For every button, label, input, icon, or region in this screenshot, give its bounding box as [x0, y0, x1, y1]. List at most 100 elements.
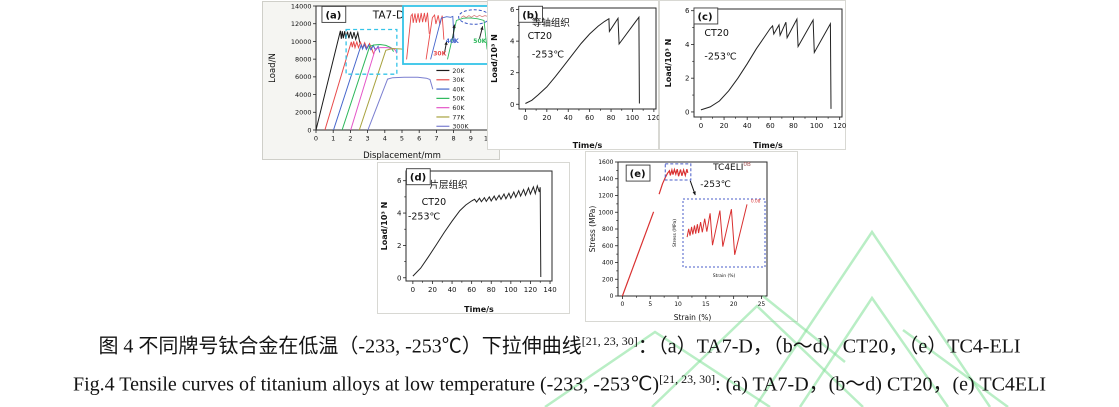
- chart-e-inset-box: Strain (%) Stress (MPa) 0.08: [672, 196, 768, 280]
- svg-text:4: 4: [397, 210, 402, 218]
- svg-text:50K: 50K: [452, 96, 465, 103]
- svg-text:800: 800: [602, 226, 614, 233]
- svg-text:300K: 300K: [452, 124, 469, 131]
- svg-text:20: 20: [720, 122, 729, 130]
- svg-text:600: 600: [602, 243, 614, 250]
- svg-text:77K: 77K: [452, 114, 465, 121]
- svg-text:20: 20: [542, 114, 551, 122]
- svg-text:12000: 12000: [291, 20, 312, 28]
- svg-text:80: 80: [487, 286, 496, 294]
- svg-text:15: 15: [702, 301, 710, 308]
- svg-text:Displacement/mm: Displacement/mm: [363, 151, 441, 161]
- svg-text:(e): (e): [630, 169, 646, 180]
- svg-text:1600: 1600: [598, 159, 613, 166]
- caption-zh-text: 图 4 不同牌号钛合金在低温（-233, -253℃）下拉伸曲线: [98, 335, 582, 358]
- chart-b-plot: 0 20 40 60 80 100 120 0 2 4 6 Time/s Load/10³ N (b)等轴…: [490, 5, 660, 150]
- svg-text:100: 100: [504, 286, 517, 294]
- svg-text:(c): (c): [697, 12, 712, 23]
- svg-text:1: 1: [331, 135, 335, 143]
- svg-text:20: 20: [428, 286, 437, 294]
- svg-text:60: 60: [766, 122, 775, 130]
- svg-text:(d): (d): [410, 173, 426, 184]
- svg-text:8000: 8000: [295, 55, 312, 63]
- svg-text:Stress (MPa): Stress (MPa): [588, 206, 597, 253]
- svg-text:80: 80: [789, 122, 798, 130]
- svg-text:14000: 14000: [291, 2, 312, 10]
- svg-text:0: 0: [397, 274, 401, 282]
- svg-text:Strain (%): Strain (%): [674, 313, 712, 322]
- svg-text:0: 0: [510, 101, 514, 109]
- chart-a-inset-box: 30K 40K 50K: [401, 4, 494, 66]
- svg-text:120: 120: [524, 286, 537, 294]
- svg-text:CT20: CT20: [704, 28, 729, 39]
- svg-text:-253℃: -253℃: [704, 52, 737, 63]
- caption-en: Fig.4 Tensile curves of titanium alloys …: [0, 372, 1119, 398]
- svg-text:TC4ELI0B: TC4ELI0B: [712, 162, 751, 173]
- svg-text:(b): (b): [522, 10, 538, 21]
- svg-text:100: 100: [626, 114, 639, 122]
- svg-text:0: 0: [307, 126, 311, 134]
- svg-text:2: 2: [397, 242, 401, 250]
- svg-text:等轴组织: 等轴组织: [532, 17, 570, 29]
- svg-text:10000: 10000: [291, 38, 312, 46]
- caption-zh-list: ：（a）TA7-D，（b～d）CT20，（e）TC4-ELI: [637, 335, 1021, 358]
- panel-a: 0123456789100200040006000800010000120001…: [262, 1, 500, 161]
- svg-text:3: 3: [366, 135, 370, 143]
- svg-text:Time/s: Time/s: [753, 141, 783, 150]
- svg-text:TA7-D: TA7-D: [372, 9, 404, 21]
- svg-text:0.08: 0.08: [751, 198, 761, 203]
- svg-text:60: 60: [585, 114, 594, 122]
- svg-text:Load/10³ N: Load/10³ N: [490, 34, 499, 83]
- svg-text:200: 200: [602, 276, 614, 283]
- svg-text:80: 80: [607, 114, 616, 122]
- svg-text:Load/N: Load/N: [268, 53, 278, 83]
- svg-text:100: 100: [810, 122, 823, 130]
- svg-text:25: 25: [758, 301, 766, 308]
- svg-text:40K: 40K: [446, 38, 459, 45]
- caption-en-text: Fig.4 Tensile curves of titanium alloys …: [72, 373, 660, 396]
- svg-text:60: 60: [467, 286, 476, 294]
- svg-text:9: 9: [469, 135, 473, 143]
- svg-text:-253℃: -253℃: [532, 50, 565, 61]
- caption-en-reference: [21, 23, 30]: [659, 372, 716, 386]
- svg-text:40K: 40K: [452, 86, 465, 93]
- caption-zh: 图 4 不同牌号钛合金在低温（-233, -253℃）下拉伸曲线[21, 23,…: [0, 334, 1119, 360]
- svg-text:5: 5: [648, 301, 652, 308]
- svg-text:4: 4: [383, 135, 387, 143]
- svg-text:0: 0: [523, 114, 527, 122]
- svg-text:0: 0: [685, 108, 689, 116]
- svg-text:1400: 1400: [598, 176, 613, 183]
- svg-text:5: 5: [400, 135, 404, 143]
- svg-text:0: 0: [314, 135, 318, 143]
- svg-text:20: 20: [730, 301, 738, 308]
- svg-text:Time/s: Time/s: [573, 141, 603, 150]
- svg-text:Load/10³ N: Load/10³ N: [664, 39, 673, 88]
- caption-zh-reference: [21, 23, 30]: [581, 334, 638, 348]
- svg-text:(a): (a): [325, 10, 341, 21]
- svg-text:CT20: CT20: [528, 31, 553, 42]
- svg-text:40: 40: [448, 286, 457, 294]
- svg-text:6: 6: [397, 177, 402, 185]
- svg-text:Stress (MPa): Stress (MPa): [672, 219, 678, 247]
- svg-text:2: 2: [348, 135, 352, 143]
- panel-b: 0 20 40 60 80 100 120 0 2 4 6 Time/s Load/10³ N (b) 等轴…: [487, 0, 660, 150]
- caption-en-list: : (a) TA7-D，(b～d) CT20，(e) TC4ELI: [715, 373, 1047, 396]
- chart-e-inset: Strain (%) Stress (MPa) 0.08: [672, 198, 766, 279]
- svg-text:-253℃: -253℃: [408, 212, 441, 223]
- svg-text:0: 0: [411, 286, 415, 294]
- chart-c-plot: 0 20 40 60 80 100 120 0 2 4 6 Time/s Load/10³ N (c) CT…: [664, 7, 846, 150]
- svg-text:片层组织: 片层组织: [430, 179, 468, 191]
- svg-text:4: 4: [685, 41, 690, 49]
- svg-text:20K: 20K: [452, 68, 465, 75]
- svg-text:6000: 6000: [295, 73, 312, 81]
- svg-text:1000: 1000: [598, 209, 613, 216]
- svg-text:40: 40: [564, 114, 573, 122]
- svg-text:6: 6: [417, 135, 421, 143]
- svg-text:60K: 60K: [452, 105, 465, 112]
- svg-text:30K: 30K: [452, 77, 465, 84]
- svg-text:8: 8: [452, 135, 456, 143]
- svg-text:6: 6: [510, 6, 515, 14]
- svg-text:CT20: CT20: [422, 197, 447, 208]
- panel-d: 0 20 40 60 80 100 120 140 0 2 4 6 Time/s Load/10³ N (d…: [377, 162, 570, 314]
